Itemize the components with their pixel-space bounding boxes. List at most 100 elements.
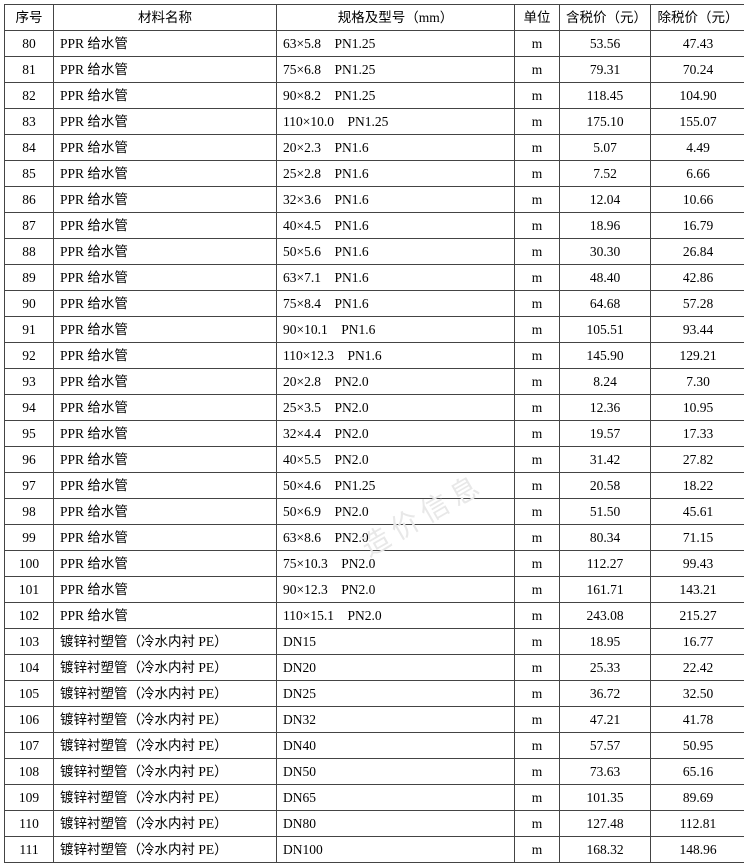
cell-p2: 10.66 (651, 187, 744, 213)
cell-seq: 90 (5, 291, 54, 317)
cell-seq: 110 (5, 811, 54, 837)
cell-seq: 99 (5, 525, 54, 551)
cell-seq: 86 (5, 187, 54, 213)
table-row: 88PPR 给水管50×5.6 PN1.6m30.3026.84 (5, 239, 744, 265)
cell-p2: 50.95 (651, 733, 744, 759)
cell-spec: 50×5.6 PN1.6 (277, 239, 515, 265)
cell-p1: 101.35 (560, 785, 651, 811)
cell-p2: 99.43 (651, 551, 744, 577)
cell-p2: 16.79 (651, 213, 744, 239)
cell-p2: 155.07 (651, 109, 744, 135)
cell-p1: 7.52 (560, 161, 651, 187)
table-row: 103镀锌衬塑管（冷水内衬 PE）DN15m18.9516.77 (5, 629, 744, 655)
table-row: 105镀锌衬塑管（冷水内衬 PE）DN25m36.7232.50 (5, 681, 744, 707)
cell-p1: 30.30 (560, 239, 651, 265)
cell-unit: m (515, 57, 560, 83)
table-row: 87PPR 给水管40×4.5 PN1.6m18.9616.79 (5, 213, 744, 239)
cell-p2: 65.16 (651, 759, 744, 785)
cell-spec: 110×10.0 PN1.25 (277, 109, 515, 135)
col-header-price-tax: 含税价（元） (560, 5, 651, 31)
cell-name: PPR 给水管 (54, 265, 277, 291)
cell-spec: 20×2.8 PN2.0 (277, 369, 515, 395)
cell-seq: 97 (5, 473, 54, 499)
table-row: 108镀锌衬塑管（冷水内衬 PE）DN50m73.6365.16 (5, 759, 744, 785)
table-row: 93PPR 给水管20×2.8 PN2.0m8.247.30 (5, 369, 744, 395)
table-row: 96PPR 给水管40×5.5 PN2.0m31.4227.82 (5, 447, 744, 473)
cell-unit: m (515, 733, 560, 759)
cell-p1: 18.96 (560, 213, 651, 239)
cell-p2: 148.96 (651, 837, 744, 863)
cell-seq: 100 (5, 551, 54, 577)
table-row: 85PPR 给水管25×2.8 PN1.6m7.526.66 (5, 161, 744, 187)
cell-spec: 25×2.8 PN1.6 (277, 161, 515, 187)
cell-seq: 85 (5, 161, 54, 187)
cell-p1: 161.71 (560, 577, 651, 603)
cell-seq: 87 (5, 213, 54, 239)
cell-name: PPR 给水管 (54, 395, 277, 421)
table-row: 106镀锌衬塑管（冷水内衬 PE）DN32m47.2141.78 (5, 707, 744, 733)
cell-unit: m (515, 811, 560, 837)
cell-seq: 111 (5, 837, 54, 863)
materials-price-table: 序号 材料名称 规格及型号（mm） 单位 含税价（元） 除税价（元） 80PPR… (4, 4, 744, 863)
table-row: 81PPR 给水管75×6.8 PN1.25m79.3170.24 (5, 57, 744, 83)
table-row: 111镀锌衬塑管（冷水内衬 PE）DN100m168.32148.96 (5, 837, 744, 863)
cell-name: 镀锌衬塑管（冷水内衬 PE） (54, 629, 277, 655)
cell-p1: 175.10 (560, 109, 651, 135)
cell-p1: 5.07 (560, 135, 651, 161)
cell-seq: 103 (5, 629, 54, 655)
cell-p2: 18.22 (651, 473, 744, 499)
cell-spec: 75×6.8 PN1.25 (277, 57, 515, 83)
cell-p1: 31.42 (560, 447, 651, 473)
cell-unit: m (515, 525, 560, 551)
cell-p1: 64.68 (560, 291, 651, 317)
cell-spec: 50×6.9 PN2.0 (277, 499, 515, 525)
cell-spec: DN65 (277, 785, 515, 811)
cell-name: 镀锌衬塑管（冷水内衬 PE） (54, 837, 277, 863)
cell-p1: 79.31 (560, 57, 651, 83)
table-row: 98PPR 给水管50×6.9 PN2.0m51.5045.61 (5, 499, 744, 525)
cell-name: PPR 给水管 (54, 577, 277, 603)
cell-unit: m (515, 213, 560, 239)
cell-spec: 40×4.5 PN1.6 (277, 213, 515, 239)
cell-spec: 90×12.3 PN2.0 (277, 577, 515, 603)
cell-seq: 102 (5, 603, 54, 629)
table-row: 90PPR 给水管75×8.4 PN1.6m64.6857.28 (5, 291, 744, 317)
cell-unit: m (515, 161, 560, 187)
cell-p1: 168.32 (560, 837, 651, 863)
cell-unit: m (515, 499, 560, 525)
col-header-spec: 规格及型号（mm） (277, 5, 515, 31)
cell-p2: 215.27 (651, 603, 744, 629)
cell-unit: m (515, 135, 560, 161)
cell-name: PPR 给水管 (54, 109, 277, 135)
cell-seq: 94 (5, 395, 54, 421)
cell-name: PPR 给水管 (54, 187, 277, 213)
cell-p2: 7.30 (651, 369, 744, 395)
cell-unit: m (515, 343, 560, 369)
table-body: 80PPR 给水管63×5.8 PN1.25m53.5647.4381PPR 给… (5, 31, 744, 863)
cell-unit: m (515, 655, 560, 681)
cell-p2: 27.82 (651, 447, 744, 473)
cell-p1: 118.45 (560, 83, 651, 109)
cell-p2: 6.66 (651, 161, 744, 187)
cell-name: 镀锌衬塑管（冷水内衬 PE） (54, 759, 277, 785)
cell-seq: 81 (5, 57, 54, 83)
cell-p2: 17.33 (651, 421, 744, 447)
cell-p2: 4.49 (651, 135, 744, 161)
table-row: 91PPR 给水管90×10.1 PN1.6m105.5193.44 (5, 317, 744, 343)
cell-p1: 243.08 (560, 603, 651, 629)
cell-p1: 36.72 (560, 681, 651, 707)
cell-unit: m (515, 31, 560, 57)
cell-p1: 73.63 (560, 759, 651, 785)
cell-unit: m (515, 473, 560, 499)
col-header-price-notax: 除税价（元） (651, 5, 744, 31)
cell-spec: 40×5.5 PN2.0 (277, 447, 515, 473)
cell-seq: 82 (5, 83, 54, 109)
cell-p1: 105.51 (560, 317, 651, 343)
cell-name: 镀锌衬塑管（冷水内衬 PE） (54, 733, 277, 759)
cell-p1: 57.57 (560, 733, 651, 759)
cell-name: PPR 给水管 (54, 603, 277, 629)
cell-spec: 63×7.1 PN1.6 (277, 265, 515, 291)
cell-name: 镀锌衬塑管（冷水内衬 PE） (54, 707, 277, 733)
cell-p1: 51.50 (560, 499, 651, 525)
cell-p1: 20.58 (560, 473, 651, 499)
